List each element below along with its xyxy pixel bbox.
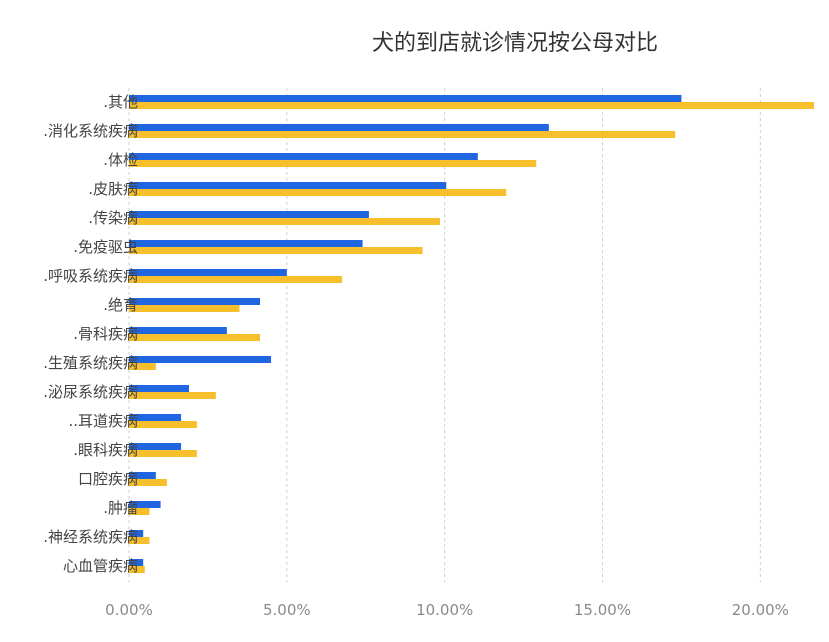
bar-series-2: [129, 276, 343, 283]
bars: [129, 95, 814, 573]
category-label: .其他: [103, 93, 138, 111]
chart-title: 犬的到店就诊情况按公母对比: [372, 31, 658, 56]
x-tick-label: 20.00%: [732, 601, 789, 619]
bar-series-1: [129, 182, 447, 189]
bar-series-2: [129, 334, 261, 341]
bar-series-1: [129, 472, 156, 479]
bar-series-2: [129, 247, 423, 254]
category-label: .传染病: [88, 209, 138, 227]
bar-series-2: [129, 566, 145, 573]
category-label: .消化系统疾病: [43, 122, 138, 140]
bar-series-2: [129, 537, 150, 544]
bar-series-1: [129, 530, 144, 537]
category-label: 口腔疾病: [78, 470, 138, 488]
bar-series-1: [129, 385, 189, 392]
bar-series-1: [129, 298, 261, 305]
bar-series-2: [129, 189, 507, 196]
category-label: .生殖系统疾病: [43, 354, 138, 372]
bar-series-1: [129, 124, 549, 131]
category-label: .眼科疾病: [73, 441, 138, 459]
bar-series-1: [129, 501, 161, 508]
bar-series-1: [129, 153, 478, 160]
x-tick-label: 5.00%: [263, 601, 311, 619]
bar-series-2: [129, 479, 167, 486]
bar-series-2: [129, 363, 156, 370]
bar-series-2: [129, 450, 197, 457]
bar-series-1: [129, 211, 369, 218]
bar-series-1: [129, 414, 182, 421]
bar-series-1: [129, 95, 682, 102]
category-label: .骨科疾病: [73, 325, 138, 343]
category-label: .绝育: [103, 296, 138, 314]
category-labels: .其他 .消化系统疾病 .体检 .皮肤病 .传染病 .免疫驱虫 .呼吸系统疾病 .绝育 .骨科疾…: [43, 93, 138, 575]
bar-series-1: [129, 559, 144, 566]
category-label: .神经系统疾病: [43, 528, 138, 546]
bar-series-1: [129, 356, 272, 363]
bar-series-1: [129, 240, 363, 247]
category-label: .呼吸系统疾病: [43, 267, 138, 285]
category-label: .免疫驱虫: [73, 238, 138, 256]
bar-series-1: [129, 327, 227, 334]
bar-series-2: [129, 508, 150, 515]
bar-series-2: [129, 131, 676, 138]
bar-series-1: [129, 443, 182, 450]
x-tick-label: 15.00%: [574, 601, 631, 619]
category-label: .泌尿系统疾病: [43, 383, 138, 401]
bar-series-2: [129, 218, 440, 225]
bar-series-2: [129, 421, 197, 428]
bar-series-1: [129, 269, 287, 276]
category-label: .体检: [103, 151, 138, 169]
category-label: .皮肤病: [88, 180, 138, 198]
bar-series-2: [129, 305, 240, 312]
category-label: ..耳道疾病: [68, 412, 138, 430]
category-label: .肿瘤: [103, 499, 138, 517]
x-tick-labels: 0.00% 5.00% 10.00% 15.00% 20.00%: [105, 601, 789, 619]
x-tick-label: 0.00%: [105, 601, 153, 619]
bar-series-2: [129, 392, 216, 399]
bar-series-2: [129, 102, 814, 109]
x-tick-label: 10.00%: [416, 601, 473, 619]
bar-series-2: [129, 160, 537, 167]
category-label: 心血管疾病: [63, 557, 138, 575]
